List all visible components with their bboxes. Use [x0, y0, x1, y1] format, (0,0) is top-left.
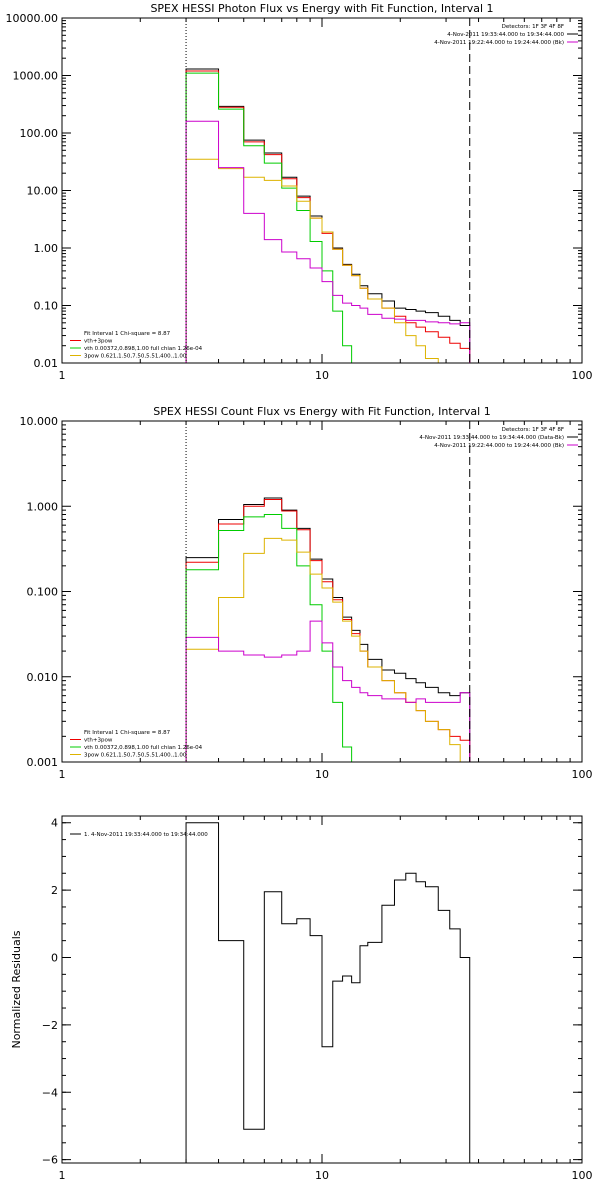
x-tick-label: 10 — [315, 369, 329, 382]
y-tick-label: 10000.00 — [6, 12, 59, 25]
y-tick-label: 1.00 — [34, 242, 59, 255]
x-tick-label: 1 — [59, 1169, 66, 1182]
y-tick-label: 0.010 — [27, 671, 59, 684]
y-tick-label: 1.000 — [27, 500, 59, 513]
x-tick-label: 100 — [572, 369, 593, 382]
legend-right-entry: 4-Nov-2011 19:22:44.000 to 19:24:44.000 … — [434, 443, 564, 449]
series-line-data — [185, 497, 471, 762]
y-tick-label: −4 — [42, 1086, 58, 1099]
series-line-vth — [185, 72, 471, 363]
legend-left-entry: Fit Interval 1 Chi-square = 8.87 — [84, 730, 171, 736]
y-axis-label: Normalized Residuals — [10, 930, 23, 1048]
legend-left-entry: vth+3pow — [84, 738, 113, 744]
legend-right-entry: Detectors: 1F 3F 4F 8F — [502, 24, 564, 30]
series-line-vth-3pow — [185, 499, 471, 762]
y-tick-label: 2 — [51, 884, 58, 897]
chart-panel-1: SPEX HESSI Photon Flux vs Energy with Fi… — [6, 2, 593, 382]
x-tick-label: 1 — [59, 768, 66, 781]
y-tick-label: 0 — [51, 951, 58, 964]
plot-frame — [61, 420, 583, 763]
legend-left-entry: Fit Interval 1 Chi-square = 8.87 — [84, 331, 171, 337]
legend-left-entry: 3pow 0.621,1.50,7.50,5.51,400.,1.00 — [84, 354, 187, 360]
series-line-data — [185, 822, 471, 1163]
series-group — [185, 68, 471, 363]
legend-left-entry: vth+3pow — [84, 339, 113, 345]
chart-title: SPEX HESSI Photon Flux vs Energy with Fi… — [150, 2, 493, 15]
legend-left-entry: vth 0.00372,0.898,1.00 full chian 1.26e-… — [84, 346, 203, 352]
y-tick-label: 10.00 — [27, 185, 59, 198]
legend-left-entry: 1. 4-Nov-2011 19:33:44.000 to 19:34:44.0… — [84, 832, 208, 838]
plot-frame — [61, 815, 583, 1164]
y-tick-label: 0.10 — [34, 300, 59, 313]
y-tick-label: 10.000 — [20, 415, 59, 428]
series-line-bk — [185, 120, 471, 363]
series-line-3pow — [185, 537, 471, 762]
series-group — [185, 497, 471, 762]
series-group — [185, 822, 471, 1163]
y-tick-label: 100.00 — [20, 127, 59, 140]
x-tick-label: 10 — [315, 768, 329, 781]
y-tick-label: 4 — [51, 817, 58, 830]
y-tick-label: 0.001 — [27, 756, 59, 769]
series-line-3pow — [185, 158, 471, 363]
legend-right-entry: 4-Nov-2011 19:33:44.000 to 19:34:44.000 … — [419, 435, 564, 441]
x-tick-label: 10 — [315, 1169, 329, 1182]
legend-left-entry: vth 0.00372,0.898,1.00 full chian 1.26e-… — [84, 745, 203, 751]
x-tick-label: 100 — [572, 768, 593, 781]
legend-right-entry: Detectors: 1F 3F 4F 8F — [502, 427, 564, 433]
legend-left-entry: 3pow 0.621,1.50,7.50,5.51,400.,1.00 — [84, 753, 187, 759]
chart-panel-3: Normalized Residuals 1 10 100 −6 −4 −2 0 2 4 1. 4-… — [10, 815, 593, 1182]
plot-frame — [61, 17, 583, 364]
y-tick-label: −2 — [42, 1019, 58, 1032]
series-line-data — [185, 68, 471, 363]
legend-right-entry: 4-Nov-2011 19:22:44.000 to 19:24:44.000 … — [434, 40, 564, 46]
chart-panel-2: SPEX HESSI Count Flux vs Energy with Fit… — [20, 405, 593, 781]
y-tick-label: −6 — [42, 1154, 58, 1167]
y-tick-label: 0.100 — [27, 586, 59, 599]
x-tick-label: 1 — [59, 369, 66, 382]
y-tick-label: 1000.00 — [13, 70, 59, 83]
chart-title: SPEX HESSI Count Flux vs Energy with Fit… — [153, 405, 490, 418]
x-tick-label: 100 — [572, 1169, 593, 1182]
series-line-vth — [185, 514, 471, 762]
legend-right-entry: 4-Nov-2011 19:33:44.000 to 19:34:44.000 — [447, 32, 564, 38]
series-line-bk — [185, 620, 471, 762]
y-tick-label: 0.01 — [34, 357, 59, 370]
series-line-vth-3pow — [185, 70, 471, 363]
